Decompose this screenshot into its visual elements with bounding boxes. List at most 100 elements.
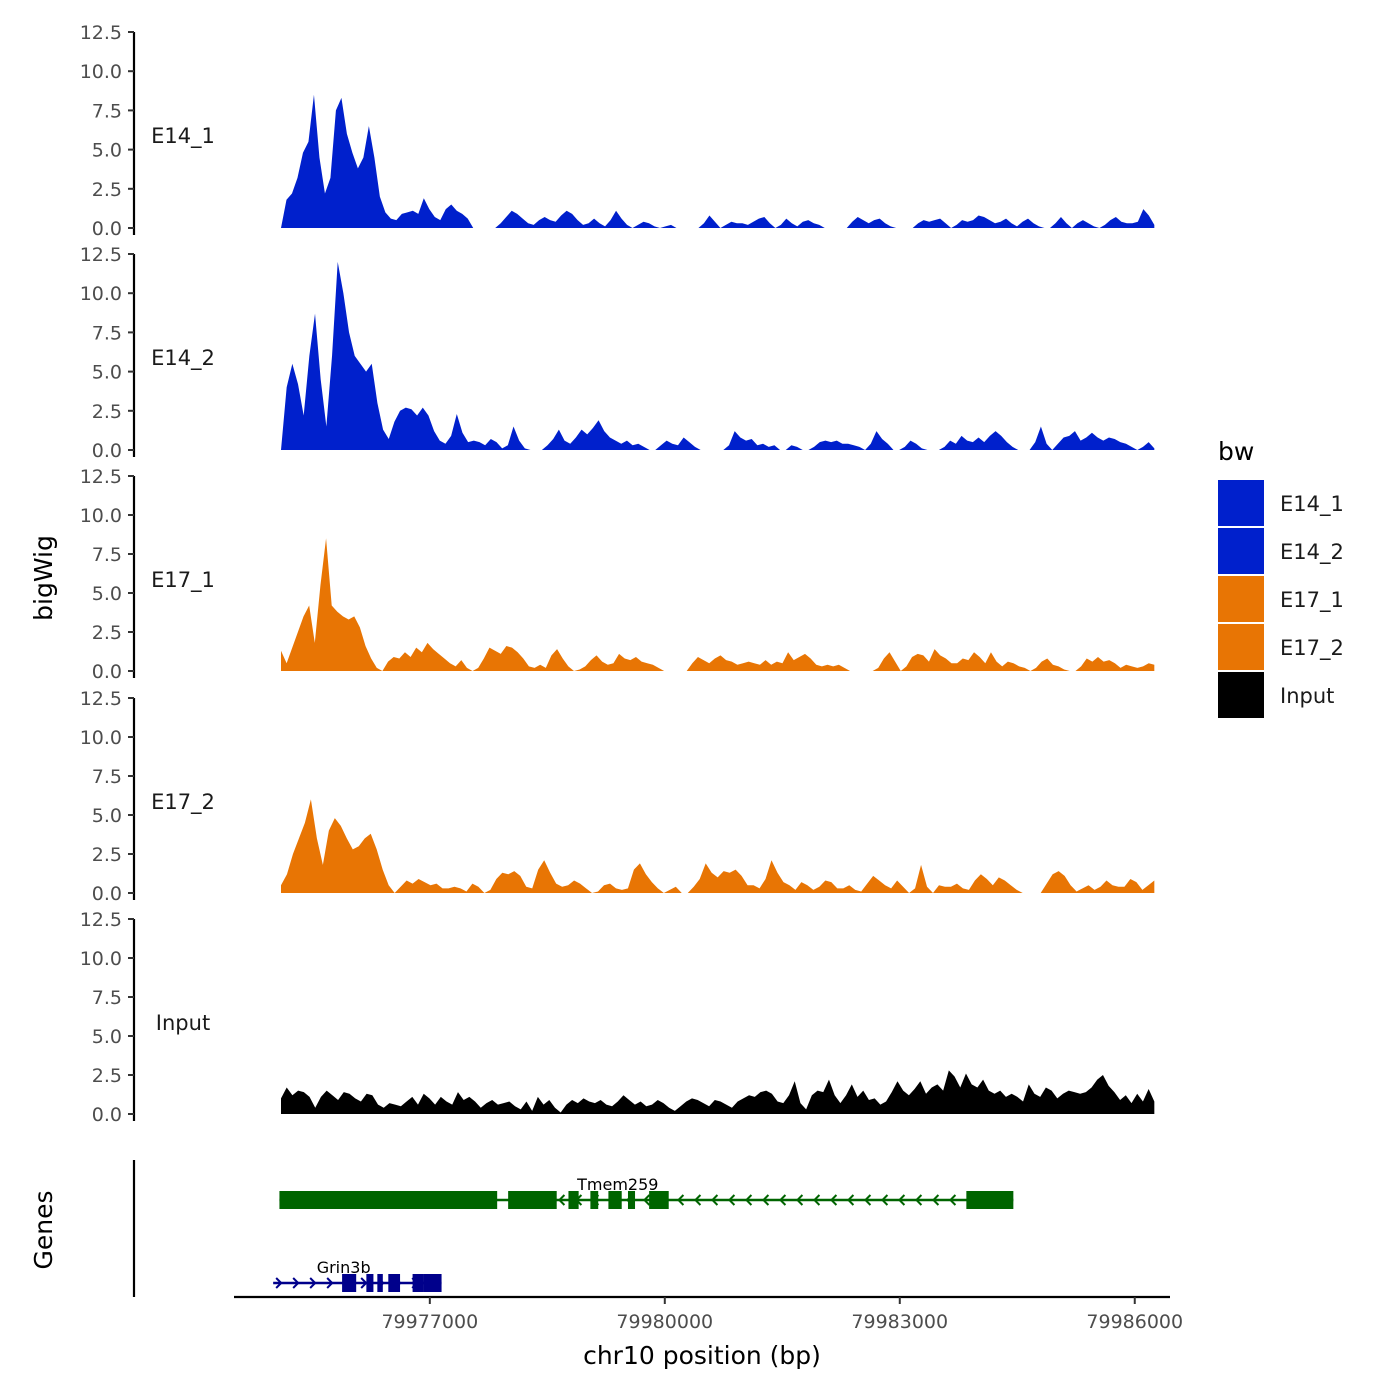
track-input: 0.0 2.5 5.0 7.5 10.0 12.5 Input [80,909,1155,1126]
y-tick-label: 2.5 [92,844,122,866]
gene-exon [608,1191,622,1209]
y-tick-label: 5.0 [92,805,122,827]
track-e14-1: 0.0 2.5 5.0 7.5 10.0 12.5 E14_1 [80,22,1155,240]
x-axis-title: chr10 position (bp) [583,1341,821,1370]
y-tick-label: 2.5 [92,622,122,644]
y-tick-label: 10.0 [80,727,122,749]
y-tick-label: 7.5 [92,987,122,1009]
y-tick-label: 0.0 [92,661,122,683]
coverage-area-e17-2 [280,799,1155,893]
strand-arrow [830,1194,838,1206]
y-tick-label: 12.5 [80,244,122,266]
strand-arrow [360,1277,368,1289]
gene-exon [388,1274,401,1292]
legend-label: E17_1 [1280,588,1344,613]
strand-arrow [847,1194,855,1206]
track-label: Input [156,1011,210,1035]
strand-arrow [864,1194,872,1206]
gene-grin3b: Grin3b [273,1258,442,1292]
x-tick-label: 79983000 [851,1311,948,1333]
track-e17-2: 0.0 2.5 5.0 7.5 10.0 12.5 E17_2 [80,688,1155,905]
coverage-area-e17-1 [280,538,1155,671]
strand-arrow [643,1194,651,1206]
legend-label: E17_2 [1280,636,1344,661]
y-tick-label: 10.0 [80,61,122,83]
track-label: E14_2 [151,346,215,371]
strand-arrow [881,1194,889,1206]
strand-arrow [915,1194,923,1206]
y-tick-label: 5.0 [92,362,122,384]
y-tick-label: 12.5 [80,466,122,488]
gene-exon [366,1274,374,1292]
legend-label: Input [1280,684,1334,708]
y-tick-label: 0.0 [92,883,122,905]
gene-exon [412,1274,424,1292]
coverage-tracks: 0.0 2.5 5.0 7.5 10.0 12.5 E14_1 0.0 2.5 5.0 7.5 10.… [80,22,1155,1126]
strand-arrow [326,1277,334,1289]
gene-exon [627,1191,636,1209]
legend-swatch-e14-1 [1218,480,1264,526]
gene-exon [649,1191,669,1209]
y-tick-label: 2.5 [92,1065,122,1087]
strand-arrow [728,1194,736,1206]
genes-axis-title: Genes [29,1190,58,1269]
strand-arrow [558,1194,566,1206]
strand-arrow [275,1277,283,1289]
y-tick-label: 7.5 [92,100,122,122]
strand-arrow [898,1194,906,1206]
y-tick-label: 12.5 [80,688,122,710]
x-axis: 79977000 79980000 79983000 79986000 [234,1295,1183,1333]
coverage-area-input [280,1070,1155,1114]
strand-arrow [932,1194,940,1206]
track-label: E17_2 [151,790,215,815]
legend-label: E14_2 [1280,540,1344,565]
track-label: E17_1 [151,568,215,593]
strand-arrow [711,1194,719,1206]
y-tick-label: 0.0 [92,218,122,240]
gene-tmem259: Tmem259 [279,1175,1014,1209]
y-tick-label: 7.5 [92,544,122,566]
gene-label: Tmem259 [576,1175,658,1194]
legend-swatch-e17-2 [1218,624,1264,670]
strand-arrow [762,1194,770,1206]
strand-arrow [813,1194,821,1206]
strand-arrow [796,1194,804,1206]
y-tick-label: 0.0 [92,440,122,462]
x-tick-label: 79986000 [1086,1311,1183,1333]
gene-exon [568,1191,579,1209]
strand-arrow [745,1194,753,1206]
y-tick-label: 12.5 [80,909,122,931]
coverage-area-e14-2 [280,261,1155,450]
y-tick-label: 0.0 [92,1104,122,1126]
y-tick-label: 5.0 [92,583,122,605]
track-e17-1: 0.0 2.5 5.0 7.5 10.0 12.5 E17_1 [80,466,1155,683]
x-tick-label: 79980000 [616,1311,713,1333]
strand-arrow [949,1194,957,1206]
track-label: E14_1 [151,124,215,149]
y-tick-label: 7.5 [92,766,122,788]
gene-exon [342,1274,357,1292]
gene-exon [508,1191,557,1209]
strand-arrow [779,1194,787,1206]
y-tick-label: 5.0 [92,140,122,162]
gene-track: Tmem259 Grin3b [132,1160,1014,1297]
y-tick-label: 10.0 [80,948,122,970]
track-e14-2: 0.0 2.5 5.0 7.5 10.0 12.5 E14_2 [80,244,1155,462]
y-tick-label: 7.5 [92,322,122,344]
legend-swatch-e17-1 [1218,576,1264,622]
gene-exon [423,1274,442,1292]
strand-arrow [677,1194,685,1206]
gene-exon [279,1191,498,1209]
strand-arrow [292,1277,300,1289]
y-tick-label: 2.5 [92,401,122,423]
y-tick-label: 10.0 [80,283,122,305]
gene-label: Grin3b [317,1258,371,1277]
x-tick-label: 79977000 [381,1311,478,1333]
legend-label: E14_1 [1280,492,1344,517]
y-tick-label: 12.5 [80,22,122,44]
legend-swatch-e14-2 [1218,528,1264,574]
y-tick-label: 10.0 [80,505,122,527]
strand-arrow [694,1194,702,1206]
legend: bw E14_1 E14_2 E17_1 E17_2 Input [1218,437,1344,718]
